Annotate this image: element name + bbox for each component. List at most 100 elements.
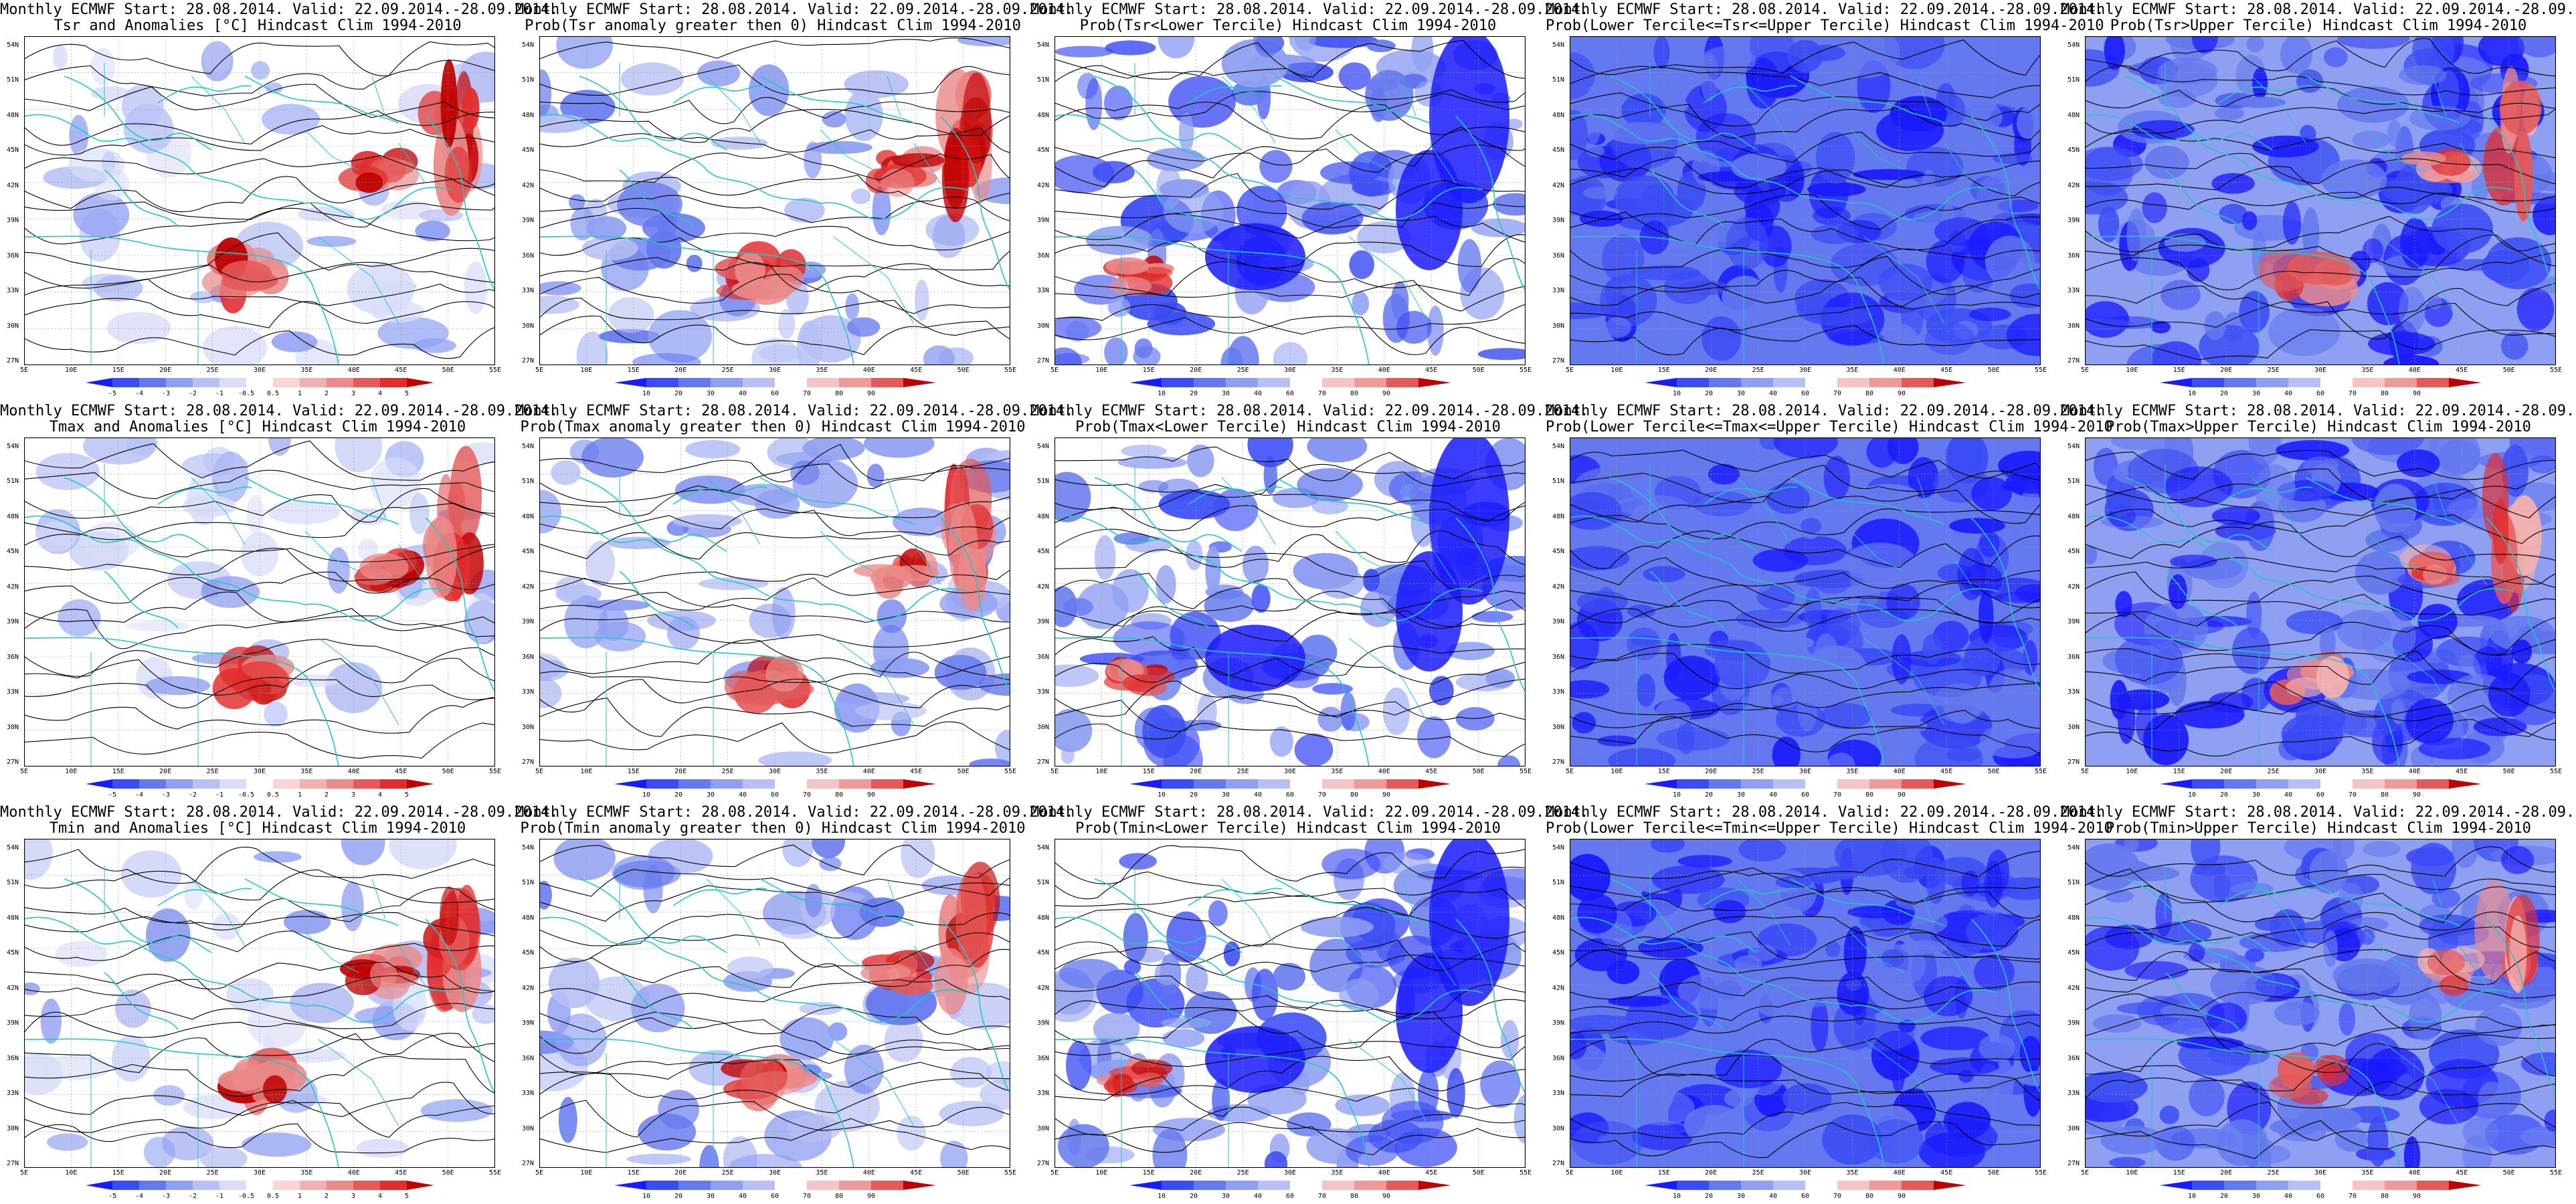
panel-subtitle: Prob(Tsr>Upper Tercile) Hindcast Clim 19…: [2110, 17, 2527, 34]
lat-tick-label: 39N: [522, 217, 535, 225]
isotherm-contour: [1570, 950, 2041, 974]
map-canvas: [2085, 36, 2556, 365]
isotherm-contour: [24, 1033, 495, 1073]
lon-tick-label: 5E: [1565, 1169, 1574, 1177]
colorbar-swatch: [1837, 779, 1870, 789]
colorbar-label: 70: [1833, 1193, 1842, 1200]
lat-tick-label: 39N: [1037, 217, 1050, 225]
isotherm-contour: [2085, 191, 2556, 213]
lat-tick-label: 42N: [7, 181, 19, 189]
isotherm-contour: [1570, 132, 2041, 163]
lat-tick-label: 45N: [522, 949, 535, 957]
colorbar-swatch: [246, 1181, 274, 1190]
lon-tick-label: 10E: [1095, 1169, 1108, 1177]
colorbar-swatch: [1645, 378, 1677, 387]
map-frame: [1054, 839, 1526, 1168]
colorbar-label: 30: [2251, 1193, 2261, 1200]
lat-tick-label: 27N: [522, 357, 535, 365]
isotherm-contour: [1570, 890, 2041, 919]
isotherm-contour: [1054, 1056, 1526, 1096]
colorbar-label: 30: [2251, 390, 2261, 397]
panel-title: Monthly ECMWF Start: 28.08.2014. Valid: …: [0, 804, 559, 821]
colorbar-label: -5: [108, 390, 117, 397]
isotherm-contour: [24, 658, 495, 696]
map-panel-tsr-prob-pos: Monthly ECMWF Start: 28.08.2014. Valid: …: [515, 0, 1073, 401]
lon-tick-label: 20E: [1705, 768, 1718, 775]
lat-tick-label: 36N: [1037, 653, 1050, 661]
colorbar-label: 10: [1672, 1193, 1681, 1200]
lon-tick-label: 55E: [2034, 367, 2047, 374]
isotherm-contour: [1054, 999, 1526, 1019]
colorbar-label: 60: [1801, 390, 1810, 397]
colorbar-swatch: [1258, 779, 1291, 789]
isotherm-contour: [539, 274, 1010, 314]
isotherm-contour: [24, 262, 495, 289]
colorbar-swatch: [871, 1181, 904, 1190]
coastlines: [539, 866, 1010, 1168]
isotherm-contour: [24, 722, 495, 759]
map-panel-tmin-prob-lower: Monthly ECMWF Start: 28.08.2014. Valid: …: [1030, 803, 1588, 1204]
colorbar-swatch: [246, 378, 274, 387]
colorbar-label: 70: [1833, 791, 1842, 799]
isotherm-contour: [1570, 465, 2041, 504]
lat-tick-label: 54N: [1037, 443, 1050, 450]
colorbar-swatch: [86, 779, 113, 789]
isotherm-contour: [2085, 86, 2556, 120]
lon-tick-label: 30E: [2314, 367, 2327, 374]
isotherm-contour: [24, 1082, 495, 1117]
lon-tick-label: 50E: [957, 367, 970, 374]
isotherm-contour: [2085, 682, 2556, 718]
lat-tick-label: 42N: [2067, 984, 2080, 992]
lat-tick-label: 27N: [2067, 1160, 2080, 1167]
colorbar-label: 30: [1736, 390, 1746, 397]
lat-tick-label: 51N: [7, 76, 19, 84]
colorbar-label: 4: [377, 791, 383, 799]
colorbar-swatch: [112, 378, 140, 387]
colorbar-label: -2: [188, 791, 197, 799]
lat-tick-label: 51N: [2067, 478, 2080, 486]
isotherm-contour: [1054, 102, 1526, 140]
isotherm-contour: [1570, 324, 2041, 356]
lon-tick-label: 50E: [1472, 1169, 1485, 1177]
map-frame: [1054, 437, 1526, 767]
colorbar-label: 60: [770, 390, 779, 397]
lat-tick-label: 30N: [1552, 1124, 1565, 1132]
lat-tick-label: 48N: [522, 111, 535, 119]
colorbar-swatch: [903, 779, 936, 789]
lon-tick-label: 35E: [2361, 1169, 2374, 1177]
lon-tick-label: 30E: [253, 768, 266, 775]
colorbar-label: 20: [674, 390, 683, 397]
colorbar-swatch: [1869, 378, 1902, 387]
map-canvas: [1570, 437, 2041, 767]
isotherm-contour: [24, 975, 495, 1003]
colorbar-label: -1: [215, 791, 224, 799]
isotherm-contour: [1570, 92, 2041, 126]
isotherm-contour: [539, 1073, 1010, 1114]
colorbar-label: -3: [161, 390, 171, 397]
lon-tick-label: 10E: [1095, 768, 1108, 775]
lon-tick-label: 35E: [2361, 768, 2374, 775]
lon-tick-label: 45E: [2456, 1169, 2468, 1177]
colorbar-label: 10: [1157, 1193, 1166, 1200]
isotherm-contour: [1570, 653, 2041, 690]
lon-tick-label: 5E: [19, 367, 29, 374]
isotherm-contour: [1570, 851, 2041, 879]
lon-tick-label: 35E: [2361, 367, 2374, 374]
isotherm-contour: [539, 979, 1010, 1009]
lon-tick-label: 20E: [2220, 1169, 2233, 1177]
lat-tick-label: 27N: [2067, 357, 2080, 365]
colorbar-swatch: [193, 779, 220, 789]
lat-tick-label: 30N: [7, 322, 19, 330]
lon-tick-label: 50E: [2502, 768, 2515, 775]
lon-tick-label: 55E: [1519, 367, 1532, 374]
colorbar-label: 2: [324, 1193, 329, 1200]
lon-tick-label: 50E: [1987, 768, 2000, 775]
isotherm-contour: [1570, 277, 2041, 307]
colorbar-swatch: [1354, 1181, 1387, 1190]
lon-tick-label: 35E: [1846, 367, 1859, 374]
colorbar-label: 90: [866, 1193, 876, 1200]
colorbar-swatch: [112, 1181, 140, 1190]
lat-tick-label: 51N: [1552, 879, 1565, 887]
lat-tick-label: 45N: [7, 949, 19, 957]
colorbar-swatch: [1869, 779, 1902, 789]
